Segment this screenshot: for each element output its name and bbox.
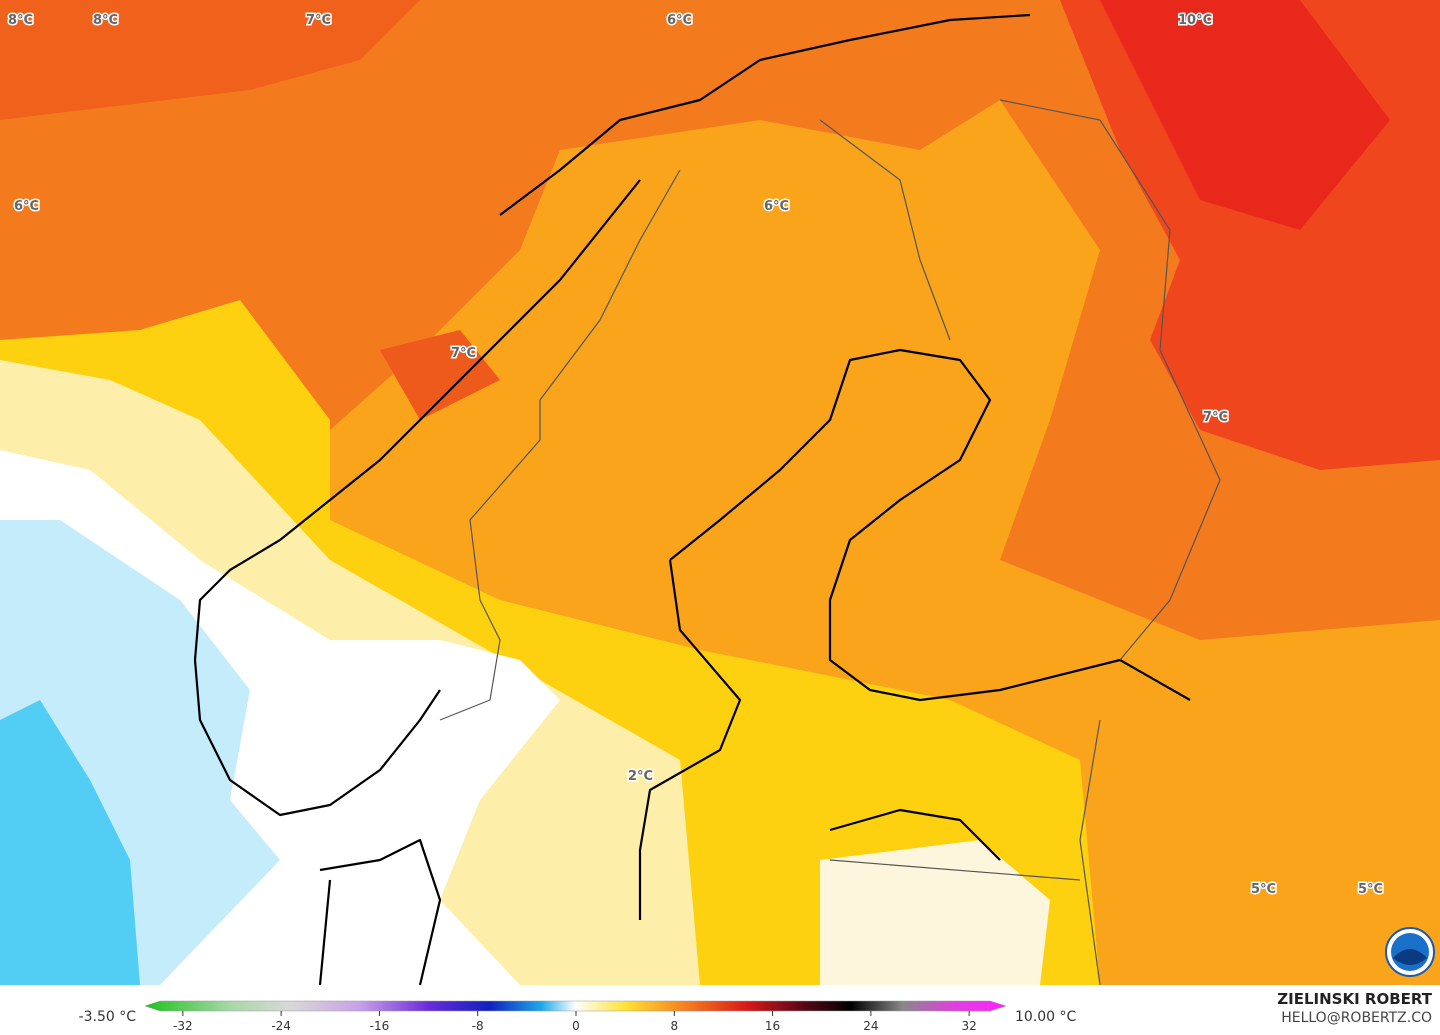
map-label: 8°C: [93, 13, 118, 28]
legend: -3.50 °C 10.00 °C ZIELINSKI ROBERT HELLO…: [79, 990, 1433, 1033]
map-label: 6°C: [14, 199, 39, 214]
coastline: [638, 348, 1191, 920]
tick-label: 8: [670, 1019, 678, 1033]
coastline: [318, 808, 1001, 986]
map-label: 5°C: [1358, 882, 1383, 897]
map-label: 7°C: [451, 346, 476, 361]
legend-max: 10.00 °C: [1015, 1009, 1077, 1025]
zone: [0, 700, 140, 985]
tick-label: 16: [765, 1019, 780, 1033]
map: 8°C 8°C 7°C 6°C 10°C 6°C 6°C 7°C 7°C 2°C…: [0, 0, 1440, 986]
zone: [330, 100, 1440, 985]
coastline: [193, 13, 1031, 817]
map-label: 10°C: [1178, 13, 1212, 28]
zone: [0, 0, 420, 120]
author: ZIELINSKI ROBERT: [1277, 990, 1432, 1008]
colorbar: [144, 1000, 1007, 1012]
border: [439, 99, 1221, 986]
zone: [1100, 0, 1390, 230]
zone: [380, 330, 500, 420]
map-label: 7°C: [306, 13, 331, 28]
zone: [820, 840, 1050, 985]
noaa-logo: [1385, 927, 1435, 977]
tick-label: 0: [572, 1019, 580, 1033]
email: HELLO@ROBERTZ.CO: [1281, 1010, 1432, 1026]
tick-label: -24: [271, 1019, 291, 1033]
map-label: 6°C: [667, 13, 692, 28]
tick-label: -16: [370, 1019, 390, 1033]
map-label: 6°C: [764, 199, 789, 214]
tick-label: -32: [173, 1019, 193, 1033]
map-label: 7°C: [1203, 410, 1228, 425]
legend-min: -3.50 °C: [79, 1009, 137, 1025]
tick-label: 32: [962, 1019, 977, 1033]
tick-label: -8: [472, 1019, 484, 1033]
tick-label: 24: [863, 1019, 878, 1033]
map-label: 5°C: [1251, 882, 1276, 897]
map-label: 2°C: [628, 769, 653, 784]
map-label: 8°C: [8, 13, 33, 28]
